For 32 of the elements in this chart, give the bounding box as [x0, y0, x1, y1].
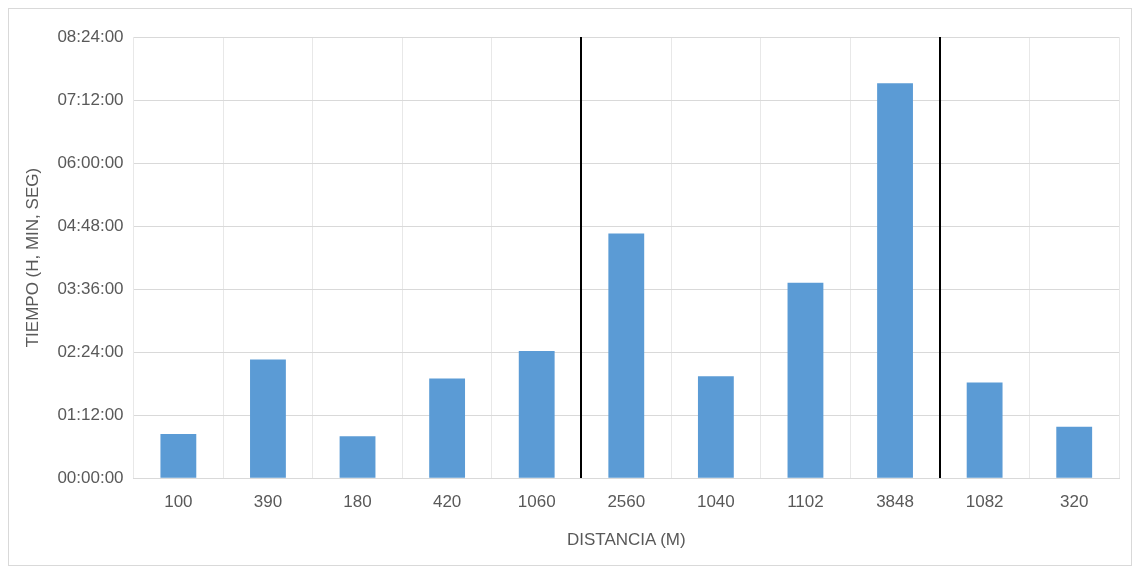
bar — [250, 359, 286, 478]
y-axis-title: TIEMPO (H, MIN, SEG) — [22, 167, 42, 348]
y-tick-label: 08:24:00 — [57, 26, 124, 46]
bar — [339, 436, 376, 478]
x-tick-label: 420 — [432, 492, 462, 512]
x-tick-label: 320 — [1060, 492, 1089, 512]
x-tick-label: 3848 — [876, 492, 914, 512]
x-tick-label: 1040 — [696, 492, 735, 512]
y-tick-label: 06:00:00 — [57, 152, 124, 172]
bar — [608, 233, 645, 478]
bar — [518, 351, 555, 478]
x-tick-label: 1082 — [965, 492, 1004, 512]
y-tick-label: 04:48:00 — [57, 215, 124, 235]
x-tick-label: 180 — [343, 492, 372, 512]
x-tick-label: 1102 — [787, 492, 824, 512]
x-tick-label: 100 — [164, 492, 193, 512]
bar — [1056, 426, 1093, 478]
y-tick-label: 00:00:00 — [57, 467, 124, 487]
y-tick-label: 02:24:00 — [57, 341, 124, 361]
x-axis-title: DISTANCIA (M) — [566, 530, 686, 550]
bar — [160, 434, 197, 478]
y-tick-label: 03:36:00 — [57, 278, 124, 298]
bar — [877, 83, 913, 478]
y-tick-label: 07:12:00 — [57, 89, 124, 109]
x-tick-label: 1060 — [517, 492, 556, 512]
bar — [966, 382, 1003, 478]
bar — [697, 376, 734, 478]
x-tick-label: 390 — [253, 492, 283, 512]
bar — [429, 378, 466, 478]
bar — [787, 282, 824, 478]
x-tick-label: 2560 — [607, 492, 646, 512]
y-tick-label: 01:12:00 — [57, 404, 124, 424]
